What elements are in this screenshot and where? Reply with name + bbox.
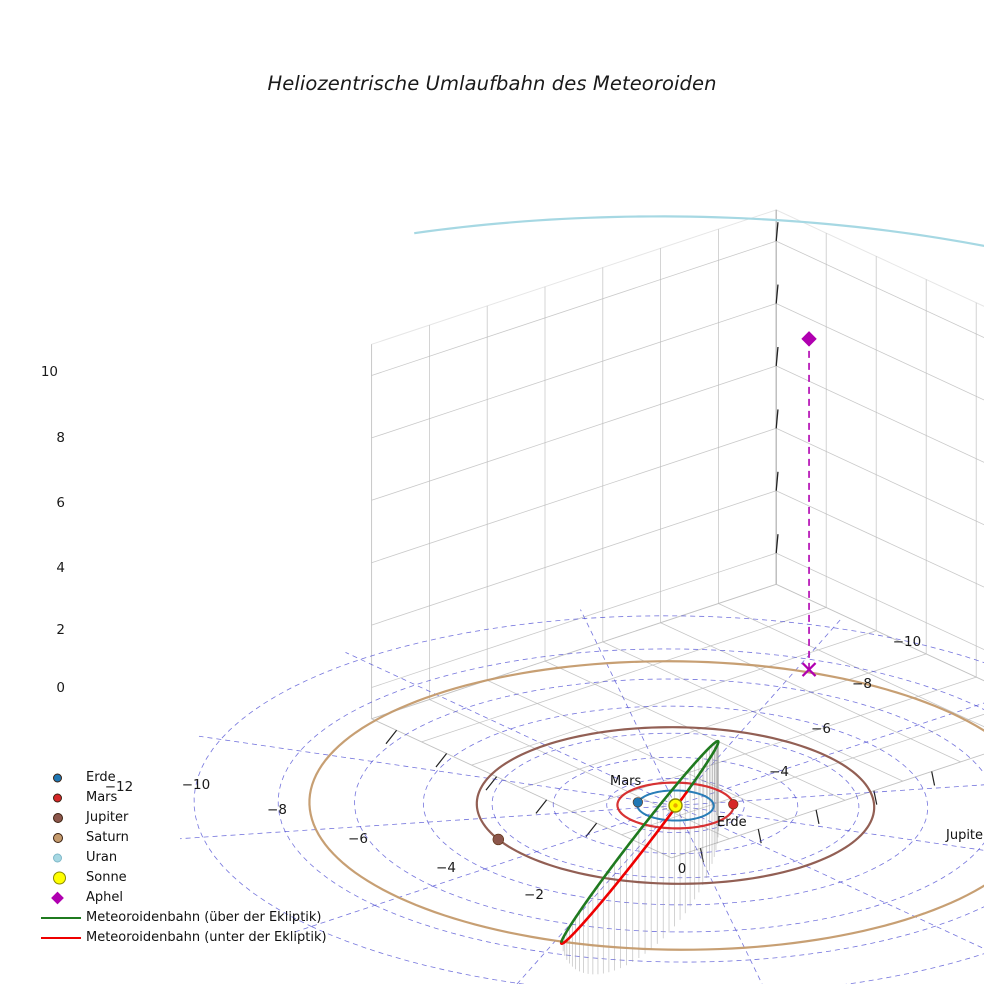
meteoroid-orbit bbox=[559, 739, 720, 945]
legend-item-label: Sonne bbox=[86, 870, 127, 885]
legend-dot-key bbox=[40, 848, 86, 868]
svg-text:−6: −6 bbox=[811, 721, 831, 737]
legend-item-label: Saturn bbox=[86, 830, 129, 845]
legend-dot-icon bbox=[53, 773, 62, 783]
legend-item[interactable]: Saturn bbox=[40, 828, 327, 848]
planet-markers bbox=[492, 797, 739, 846]
floor-gridlines bbox=[371, 222, 984, 863]
legend-item[interactable]: Mars bbox=[40, 788, 327, 808]
svg-text:2: 2 bbox=[56, 622, 65, 638]
svg-text:−8: −8 bbox=[852, 676, 872, 692]
legend-line-key bbox=[40, 928, 86, 948]
page-title: Heliozentrische Umlaufbahn des Meteoroid… bbox=[267, 72, 717, 95]
mars-label: Mars bbox=[610, 774, 642, 789]
legend-item[interactable]: Uran bbox=[40, 848, 327, 868]
svg-text:−6: −6 bbox=[348, 831, 368, 847]
legend-line-swatch bbox=[41, 937, 81, 939]
uranus-orbit bbox=[414, 215, 984, 248]
svg-text:−10: −10 bbox=[182, 777, 211, 793]
legend-diamond-key bbox=[40, 888, 86, 908]
legend-item[interactable]: Jupiter bbox=[40, 808, 327, 828]
legend: Erde Mars Jupiter Saturn Uran Sonne Aphel Meteo… bbox=[40, 768, 327, 948]
legend-item-label: Aphel bbox=[86, 890, 123, 905]
svg-text:0: 0 bbox=[56, 680, 65, 696]
erde-label: Erde bbox=[717, 815, 747, 830]
jupiter-label: Jupite bbox=[945, 828, 983, 843]
legend-dot-key bbox=[40, 788, 86, 808]
svg-text:−8: −8 bbox=[267, 802, 287, 818]
svg-text:6: 6 bbox=[56, 495, 65, 511]
svg-text:−4: −4 bbox=[436, 860, 456, 876]
svg-text:0: 0 bbox=[678, 861, 687, 877]
legend-item-label: Meteoroidenbahn (unter der Ekliptik) bbox=[86, 930, 327, 945]
svg-text:8: 8 bbox=[56, 430, 65, 446]
legend-diamond-icon bbox=[51, 891, 64, 905]
legend-line-swatch bbox=[41, 917, 81, 919]
svg-text:−4: −4 bbox=[769, 764, 789, 780]
aphel-marker bbox=[801, 331, 817, 677]
legend-item[interactable]: Erde bbox=[40, 768, 327, 788]
legend-dot-icon bbox=[53, 793, 62, 803]
legend-item[interactable]: Aphel bbox=[40, 888, 327, 908]
polar-grid bbox=[180, 609, 984, 984]
axis-tick-labels: −12 −10 −8 −6 −4 −2 0 −10 −8 −6 −4 10 8 6 4 2 0 bbox=[41, 364, 921, 903]
legend-item[interactable]: Meteoroidenbahn (über der Ekliptik) bbox=[40, 908, 327, 928]
legend-item-label: Uran bbox=[86, 850, 118, 865]
svg-text:10: 10 bbox=[41, 364, 58, 380]
legend-dot-key bbox=[40, 828, 86, 848]
body-labels: Mars Erde Jupite bbox=[610, 774, 983, 843]
legend-item-label: Meteoroidenbahn (über der Ekliptik) bbox=[86, 910, 322, 925]
legend-item-label: Mars bbox=[86, 790, 118, 805]
legend-dot-icon bbox=[53, 871, 66, 885]
svg-text:−10: −10 bbox=[893, 634, 922, 650]
svg-text:4: 4 bbox=[56, 560, 65, 576]
svg-text:−12: −12 bbox=[105, 779, 134, 795]
legend-item-label: Erde bbox=[86, 770, 116, 785]
legend-item[interactable]: Sonne bbox=[40, 868, 327, 888]
svg-text:−2: −2 bbox=[524, 887, 544, 903]
legend-dot-icon bbox=[53, 853, 62, 863]
legend-dot-key bbox=[40, 868, 86, 888]
legend-item[interactable]: Meteoroidenbahn (unter der Ekliptik) bbox=[40, 928, 327, 948]
legend-dot-key bbox=[40, 768, 86, 788]
legend-item-label: Jupiter bbox=[86, 810, 129, 825]
axes-panes bbox=[370, 209, 984, 859]
legend-dot-icon bbox=[53, 833, 63, 843]
legend-dot-key bbox=[40, 808, 86, 828]
legend-line-key bbox=[40, 908, 86, 928]
legend-dot-icon bbox=[53, 813, 63, 823]
